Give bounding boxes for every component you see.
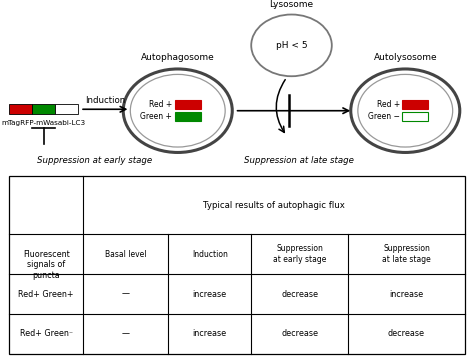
Bar <box>55 104 78 114</box>
Text: Suppression at early stage: Suppression at early stage <box>37 156 152 165</box>
Text: Autolysosome: Autolysosome <box>374 53 437 62</box>
Text: increase: increase <box>193 330 227 338</box>
Text: Red+ Green+: Red+ Green+ <box>18 290 74 298</box>
Text: Green +: Green + <box>140 112 173 121</box>
Text: decrease: decrease <box>281 290 319 298</box>
Text: Induction: Induction <box>85 96 125 105</box>
Text: Induction: Induction <box>192 250 228 258</box>
Text: Red+ Green⁻: Red+ Green⁻ <box>19 330 73 338</box>
Text: decrease: decrease <box>281 330 319 338</box>
Text: Suppression
at early stage: Suppression at early stage <box>273 244 327 264</box>
Bar <box>32 104 55 114</box>
Text: increase: increase <box>193 290 227 298</box>
Text: Lysosome: Lysosome <box>269 0 314 9</box>
Text: —: — <box>122 330 129 338</box>
Bar <box>9 104 32 114</box>
Text: Red +: Red + <box>376 100 400 109</box>
Text: decrease: decrease <box>388 330 425 338</box>
Text: Typical results of autophagic flux: Typical results of autophagic flux <box>203 201 345 209</box>
Text: mTagRFP-mWasabi-LC3: mTagRFP-mWasabi-LC3 <box>1 120 86 126</box>
Bar <box>402 112 428 121</box>
Bar <box>174 100 201 109</box>
Text: Basal level: Basal level <box>105 250 146 258</box>
Text: pH < 5: pH < 5 <box>276 41 307 50</box>
Text: Autophagosome: Autophagosome <box>141 53 215 62</box>
Bar <box>402 100 428 109</box>
Text: increase: increase <box>390 290 423 298</box>
Text: Suppression
at late stage: Suppression at late stage <box>382 244 431 264</box>
Bar <box>9 176 465 354</box>
Bar <box>174 112 201 121</box>
Text: Fluorescent
signals of
puncta: Fluorescent signals of puncta <box>23 250 70 280</box>
Text: —: — <box>122 290 129 298</box>
Text: Suppression at late stage: Suppression at late stage <box>244 156 354 165</box>
Text: Green −: Green − <box>368 112 400 121</box>
Text: Red +: Red + <box>149 100 173 109</box>
